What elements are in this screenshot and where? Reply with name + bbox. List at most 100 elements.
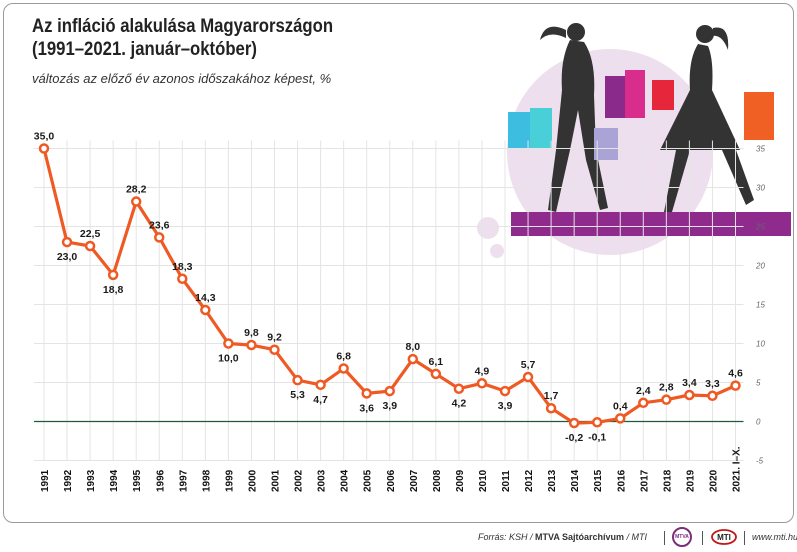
site-url: www.mti.hu (752, 532, 797, 542)
x-axis-ticks: 1991 1992 1993 1994 1995 1996 1997 1998 1999 2000… (40, 446, 743, 492)
mti-logo-text: MTI (717, 533, 731, 542)
data-label: 0,4 (613, 400, 628, 412)
x-tick-label: 1997 (178, 469, 189, 492)
shopping-bag-icon (530, 108, 552, 148)
data-point (130, 196, 142, 207)
data-label: 2,8 (659, 382, 674, 394)
data-point (638, 397, 649, 409)
x-tick-label: 1998 (201, 469, 212, 492)
data-label: 3,4 (682, 377, 697, 389)
grid-lines (34, 140, 744, 461)
data-label: 22,5 (80, 228, 101, 240)
x-tick-label: 1992 (63, 469, 74, 492)
data-point (61, 236, 73, 248)
data-label: 3,3 (705, 378, 720, 390)
x-tick-label: 2006 (386, 469, 397, 492)
decor-dot (477, 217, 499, 239)
mtva-logo: MTVA (672, 527, 692, 547)
data-label: -0,2 (565, 432, 583, 444)
shopping-bag-icon (594, 128, 618, 160)
data-point (476, 378, 488, 389)
shopping-bag-icon (508, 112, 530, 148)
data-point (269, 344, 280, 355)
mti-logo: MTI (711, 529, 737, 545)
y-tick-label: 20 (755, 262, 765, 271)
data-label: 1,7 (544, 390, 559, 402)
source-prefix: Forrás: KSH / (477, 532, 535, 542)
data-label: 3,9 (382, 400, 397, 412)
footer-divider (702, 531, 703, 545)
chart-title: Az infláció alakulása Magyarországon (19… (32, 15, 333, 61)
y-tick-label: 25 (755, 223, 765, 232)
data-label: 4,6 (728, 368, 743, 380)
woman-silhouette-icon (540, 23, 608, 212)
x-tick-label: 2019 (685, 469, 696, 492)
data-label: 6,1 (429, 356, 444, 368)
data-point (200, 304, 211, 316)
x-tick-label: 2003 (317, 469, 328, 492)
x-tick-label: 2008 (432, 469, 443, 492)
data-point (453, 383, 465, 394)
data-point (361, 388, 372, 399)
data-label: 23,0 (57, 251, 78, 263)
data-label: 6,8 (336, 350, 351, 362)
data-point (568, 417, 580, 429)
x-tick-label: 1995 (132, 469, 143, 492)
y-tick-label: 15 (756, 301, 765, 310)
decor-dot (490, 244, 504, 258)
shopping-bag-icon (605, 76, 627, 118)
footer-divider (664, 531, 665, 545)
data-label: 5,7 (521, 359, 536, 371)
data-label: 10,0 (218, 353, 239, 365)
data-points (38, 143, 741, 429)
x-tick-label: 2011 (501, 470, 512, 492)
chart-subtitle: változás az előző év azonos időszakához … (32, 71, 332, 86)
data-point (38, 143, 50, 154)
x-tick-label: 1999 (224, 469, 235, 492)
x-tick-label: 2016 (616, 469, 627, 492)
data-point (615, 413, 626, 424)
x-tick-label: 2014 (570, 469, 581, 492)
y-tick-label: -5 (756, 457, 764, 466)
data-label: 4,2 (452, 398, 467, 410)
x-tick-label: 2012 (524, 469, 535, 492)
data-label: 9,2 (267, 332, 282, 344)
decor-band (511, 212, 791, 236)
x-tick-label: 2000 (247, 469, 258, 492)
x-tick-label: 2018 (662, 469, 673, 492)
data-label: 3,6 (359, 402, 374, 414)
data-labels: 35,0 23,022,5 18,8 28,2 23,6 18,3 14,3 10,0 9,8 9… (34, 131, 743, 445)
x-tick-label: 2017 (639, 469, 650, 492)
x-tick-label: 2010 (478, 469, 489, 492)
data-point (246, 339, 257, 351)
data-label: 14,3 (195, 292, 216, 304)
woman-silhouette-icon (660, 25, 754, 212)
data-point (430, 368, 442, 380)
data-point (545, 402, 557, 414)
x-tick-label: 1993 (86, 469, 97, 492)
x-tick-label: 2004 (340, 469, 351, 492)
title-line-2: (1991–2021. január–október) (32, 39, 257, 60)
y-tick-label: 0 (756, 418, 761, 427)
data-point (522, 371, 534, 383)
y-tick-label: 5 (756, 379, 761, 388)
x-tick-label: 2021. I–X. (732, 446, 743, 492)
source-credit: Forrás: KSH / MTVA Sajtóarchívum / MTI (478, 532, 647, 542)
source-suffix: / MTI (624, 532, 648, 542)
data-point (292, 374, 303, 386)
shopping-bag-icon (652, 80, 674, 110)
data-point (223, 338, 234, 349)
data-label: -0,1 (588, 431, 606, 443)
data-point (338, 363, 349, 374)
data-point (384, 385, 395, 397)
data-point (177, 273, 188, 285)
x-tick-label: 1991 (40, 469, 51, 492)
data-label: 5,3 (290, 389, 305, 401)
x-tick-label: 2020 (708, 469, 719, 492)
data-label: 35,0 (34, 131, 55, 143)
data-point (315, 379, 326, 391)
shopping-bag-icon (625, 70, 645, 118)
data-label: 8,0 (405, 341, 420, 353)
shopping-bag-icon (744, 92, 774, 140)
